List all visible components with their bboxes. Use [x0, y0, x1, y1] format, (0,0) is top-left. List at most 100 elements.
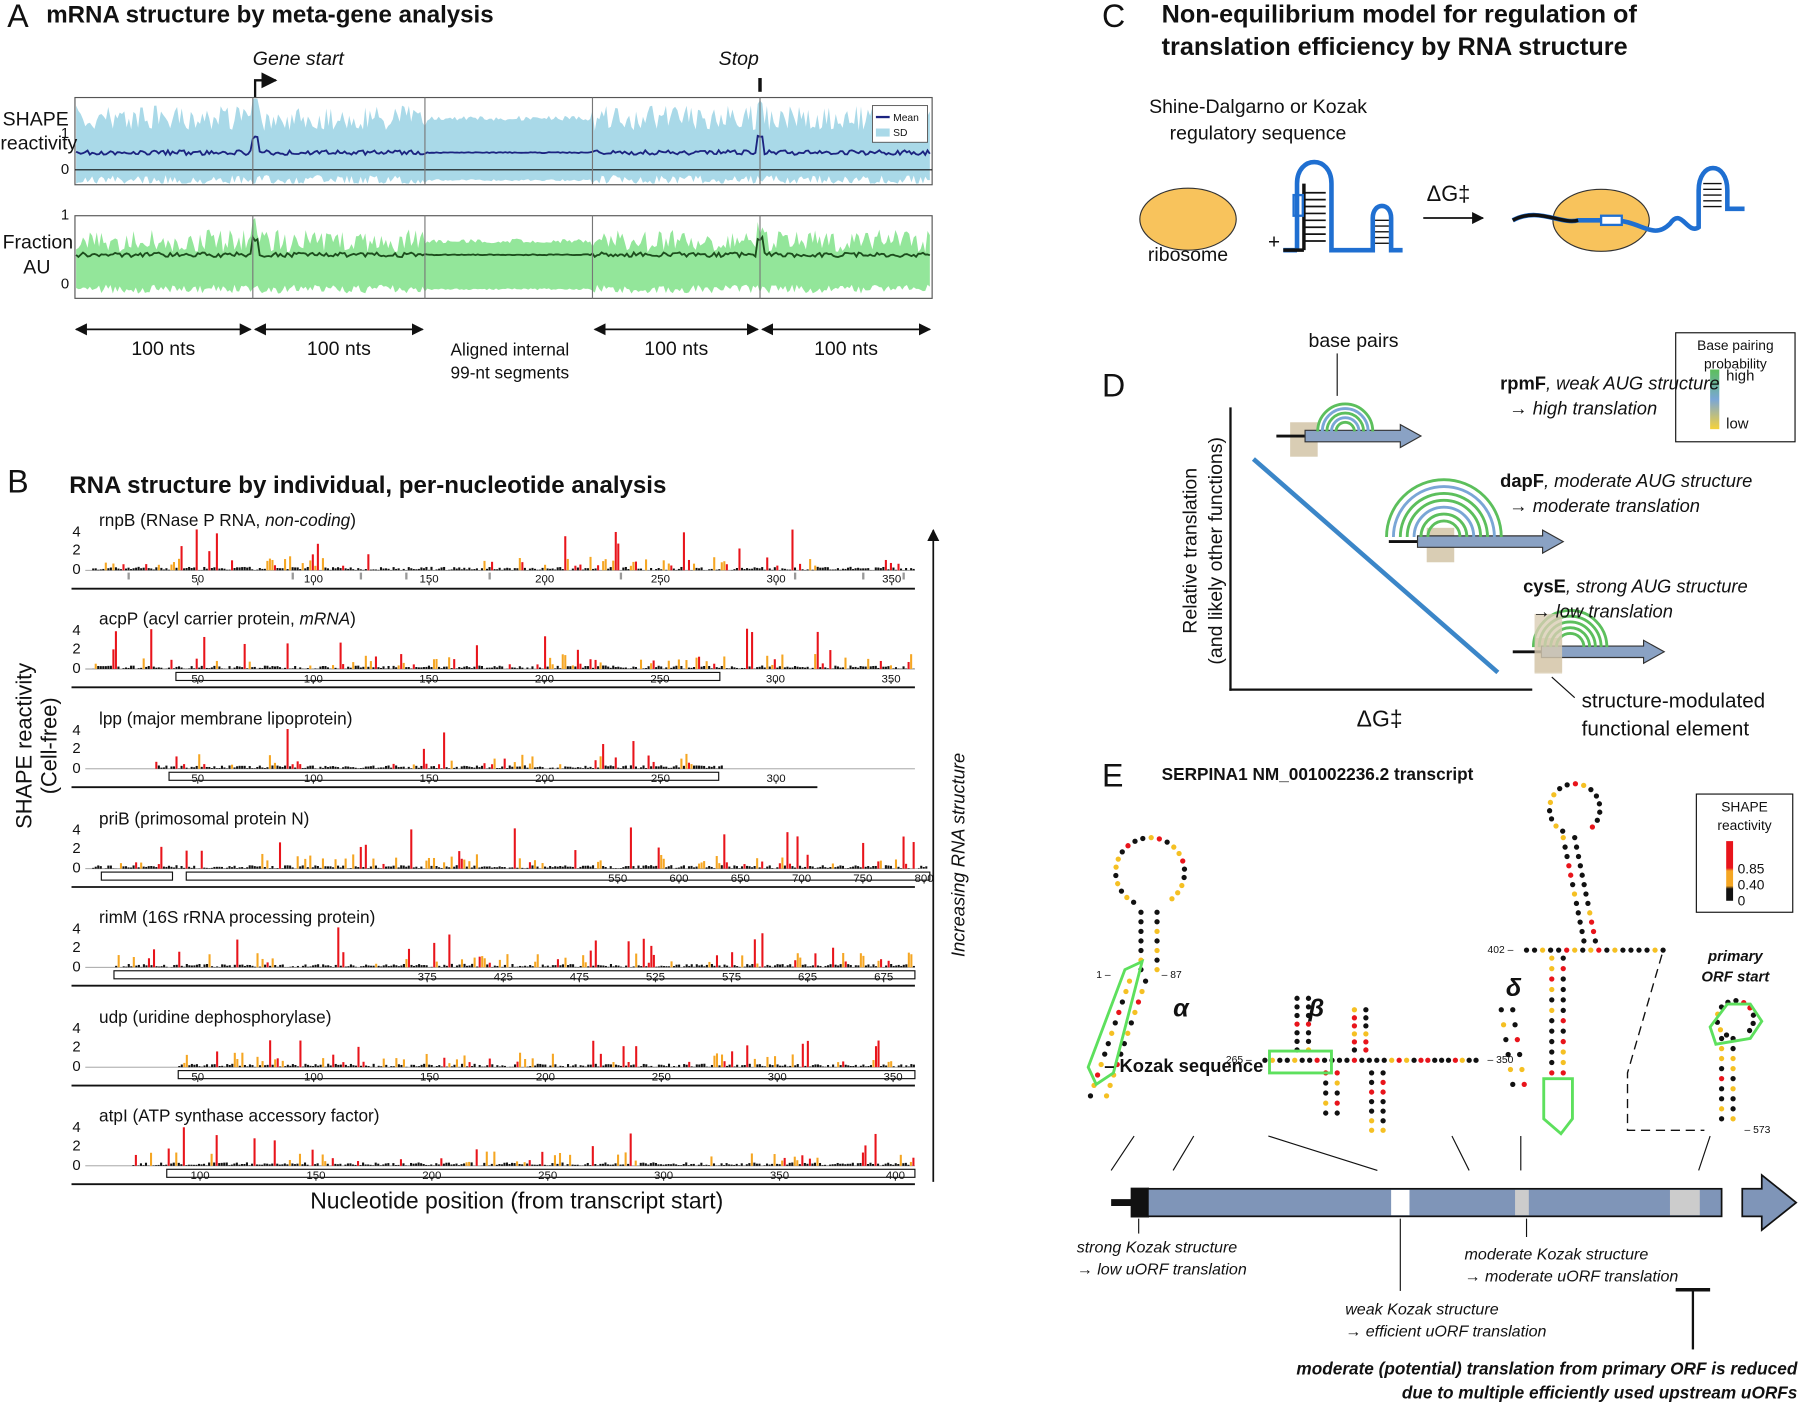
reactivity-bar	[508, 664, 511, 669]
reactivity-bar	[288, 1159, 291, 1166]
reactivity-bar	[342, 865, 345, 869]
reactivity-bar	[882, 1164, 885, 1166]
nucleotide	[1718, 1086, 1725, 1092]
reactivity-bar	[705, 1164, 708, 1166]
reactivity-bar	[698, 656, 701, 669]
reactivity-bar	[806, 854, 809, 869]
panel-letter: A	[7, 0, 29, 34]
reactivity-bar	[776, 565, 779, 571]
reactivity-bar	[733, 1066, 736, 1068]
reactivity-bar	[357, 568, 360, 571]
reactivity-bar	[655, 865, 658, 869]
reactivity-bar	[218, 1066, 221, 1068]
reactivity-bar	[814, 953, 817, 968]
plot-frame	[74, 215, 933, 299]
tick-label: 4	[72, 623, 80, 639]
tick-label: 300	[654, 1170, 673, 1182]
reactivity-bar	[677, 1165, 680, 1166]
reactivity-bar	[647, 1164, 650, 1166]
reactivity-bar	[465, 766, 468, 769]
reactivity-bar	[857, 667, 860, 669]
reactivity-bar	[907, 661, 910, 669]
reactivity-bar	[455, 766, 458, 769]
nucleotide	[1560, 997, 1566, 1003]
nucleotide	[1138, 938, 1144, 944]
reactivity-bar	[216, 1051, 219, 1068]
reactivity-bar	[122, 966, 125, 968]
reactivity-bar	[776, 1163, 779, 1166]
reactivity-bar	[354, 665, 357, 669]
nucleotide	[1181, 866, 1188, 872]
nucleotide	[1730, 1086, 1736, 1092]
reactivity-bar	[650, 1065, 653, 1068]
reactivity-bar	[483, 958, 486, 968]
reactivity-bar	[183, 764, 186, 769]
reactivity-bar	[791, 529, 794, 571]
reactivity-bar	[834, 665, 837, 669]
reactivity-bar	[372, 858, 375, 869]
reactivity-bar	[165, 765, 168, 769]
reactivity-bar	[422, 748, 425, 769]
reactivity-bar	[251, 865, 254, 869]
reactivity-bar	[458, 667, 461, 669]
reactivity-bar	[763, 667, 766, 669]
reactivity-bar	[387, 966, 390, 968]
reactivity-bar	[894, 859, 898, 869]
reactivity-bar	[824, 667, 827, 669]
reactivity-bar	[185, 1165, 188, 1166]
reactivity-bar	[561, 964, 565, 968]
reactivity-bar	[140, 667, 143, 669]
reactivity-bar	[452, 1164, 456, 1166]
reactivity-bar	[864, 866, 867, 869]
nucleotide	[1580, 947, 1586, 953]
reactivity-bar	[778, 1164, 781, 1166]
nucleotide	[1351, 1057, 1358, 1063]
nucleotide	[1294, 1021, 1300, 1027]
reactivity-bar	[491, 1064, 494, 1068]
nucleotide	[1581, 881, 1587, 888]
reactivity-bar	[223, 767, 226, 769]
reactivity-bar	[667, 966, 671, 968]
label-part: rimM (16S rRNA processing protein)	[99, 907, 375, 927]
reactivity-bar	[781, 857, 784, 869]
reactivity-bar	[809, 866, 812, 869]
reactivity-bar	[852, 866, 855, 869]
reactivity-bar	[334, 766, 337, 769]
reactivity-bar	[854, 1064, 857, 1068]
reactivity-bar	[748, 1063, 751, 1068]
nucleotide	[1132, 1009, 1138, 1016]
reactivity-bar	[301, 865, 304, 869]
reactivity-bar	[877, 1040, 880, 1068]
reactivity-bar	[210, 568, 213, 571]
connector	[1626, 954, 1705, 1131]
reactivity-bar	[614, 868, 617, 869]
reactivity-bar	[827, 1064, 830, 1068]
reactivity-bar	[836, 1162, 839, 1166]
reactivity-bar	[859, 953, 862, 968]
reactivity-bar	[637, 965, 640, 968]
reactivity-bar	[657, 665, 660, 669]
reactivity-bar	[268, 667, 271, 669]
reactivity-bar	[382, 666, 385, 669]
reactivity-bar	[682, 532, 685, 571]
reactivity-bar	[334, 964, 337, 968]
reactivity-bar	[301, 965, 304, 968]
reactivity-bar	[203, 1163, 206, 1166]
reactivity-bar	[233, 1163, 236, 1166]
reactivity-bar	[271, 866, 274, 869]
reactivity-bar	[837, 1062, 840, 1068]
arc	[1325, 411, 1366, 432]
legend-gradient	[1710, 369, 1720, 430]
reactivity-bar	[493, 867, 496, 869]
nucleotide	[1594, 817, 1600, 823]
reactivity-bar	[465, 1162, 468, 1166]
reactivity-bar	[261, 568, 264, 571]
reactivity-bar	[715, 569, 718, 571]
reactivity-bar	[319, 867, 322, 869]
reactivity-bar	[799, 563, 802, 571]
reactivity-bar	[804, 866, 807, 869]
reactivity-bar	[284, 865, 287, 869]
reactivity-bar	[784, 1064, 787, 1068]
legend-box	[1695, 793, 1794, 913]
reactivity-bar	[844, 568, 847, 571]
